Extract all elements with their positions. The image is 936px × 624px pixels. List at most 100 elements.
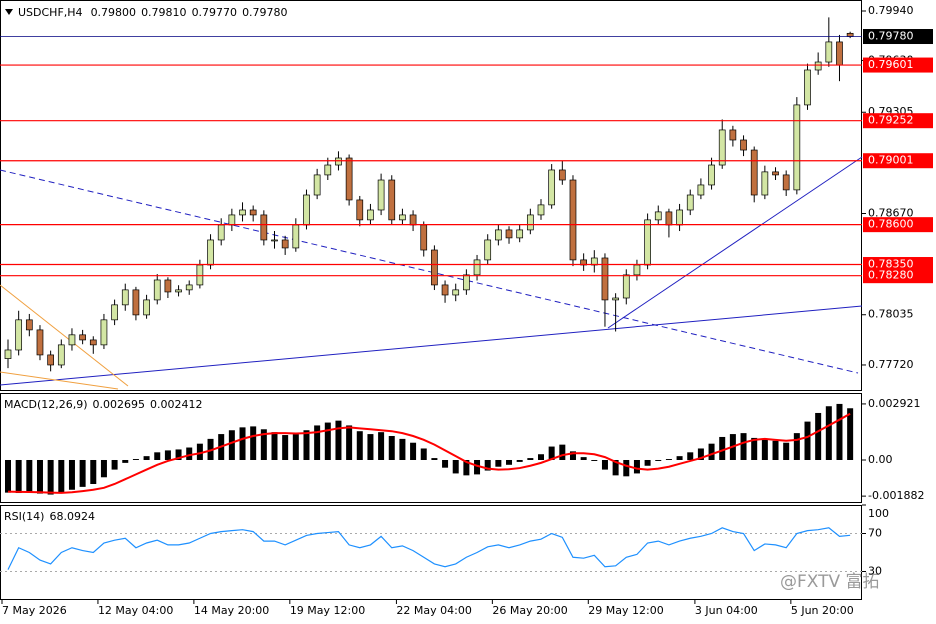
header-value: 0.79800 [91, 6, 137, 19]
current-price-label: 0.79780 [868, 30, 914, 43]
candle-body [4, 349, 12, 359]
macd-bar [367, 434, 374, 460]
y-tick-label: 70 [868, 527, 882, 540]
candle-body [569, 179, 577, 261]
candle-body [132, 289, 140, 316]
macd-bar [79, 459, 86, 487]
macd-bar [5, 459, 11, 493]
x-tick-label: 19 May 12:00 [290, 604, 365, 617]
candle-body [463, 274, 470, 291]
macd-bar [111, 459, 118, 470]
macd-bar [324, 422, 331, 460]
candle-body [207, 239, 214, 266]
candle-body [15, 319, 23, 351]
trend-line [0, 169, 859, 374]
macd-bar [90, 459, 97, 484]
candle-body [633, 264, 641, 276]
candle-body [175, 289, 182, 293]
macd-bar [47, 459, 54, 495]
x-tick-label: 26 May 20:00 [492, 604, 567, 617]
macd-bar [804, 421, 811, 460]
candle-body [25, 319, 33, 331]
level-label: 0.79252 [868, 114, 914, 127]
macd-bar [378, 432, 385, 460]
fib-line [0, 284, 129, 387]
macd-bar [15, 459, 22, 494]
macd-bar [847, 408, 854, 460]
fib-line [0, 371, 119, 390]
header-value: 0.79780 [242, 6, 288, 19]
candle-body [729, 129, 737, 141]
candle-body [836, 41, 843, 66]
macd-bar [633, 459, 640, 474]
y-tick-label: 100 [868, 507, 889, 520]
macd-title: MACD(12,26,9) [4, 398, 88, 411]
candle-body [420, 224, 428, 251]
candle-body [644, 219, 651, 266]
macd-bar [484, 459, 491, 471]
candle-body [121, 289, 129, 306]
macd-bar [772, 440, 779, 460]
macd-bar [463, 459, 470, 476]
candle-body [654, 211, 662, 221]
level-label: 0.78350 [868, 258, 914, 271]
macd-bar [143, 456, 150, 460]
macd-bar [740, 433, 747, 460]
macd-bar [388, 436, 395, 460]
macd-bar [708, 443, 715, 460]
candle-body [260, 214, 268, 241]
macd-bar [783, 442, 790, 460]
candle-body [495, 229, 502, 241]
level-label-box [863, 268, 933, 284]
x-tick-label: 3 Jun 04:00 [695, 604, 758, 617]
macd-bar [303, 430, 310, 460]
macd-bar [495, 459, 502, 467]
macd-bar [239, 427, 246, 460]
y-tick-label: 0.77720 [868, 358, 914, 371]
macd-bar [793, 433, 800, 460]
x-tick-label: 14 May 20:00 [194, 604, 269, 617]
y-tick-label: 0.79940 [868, 4, 914, 17]
candle-body [196, 264, 204, 286]
macd-bar [132, 459, 139, 460]
candle-body [292, 224, 300, 249]
macd-bar [506, 459, 513, 465]
x-tick-label: 29 May 12:00 [588, 604, 663, 617]
candle-body [249, 209, 257, 216]
candle-body [804, 69, 811, 106]
x-tick-label: 5 Jun 20:00 [791, 604, 854, 617]
macd-bar [346, 425, 353, 460]
menu-icon[interactable] [5, 9, 13, 15]
candle-body [548, 169, 556, 206]
macd-bar [655, 459, 662, 461]
level-label-box [863, 217, 933, 233]
level-label-box [863, 113, 933, 129]
macd-bar [665, 459, 672, 460]
macd-bar [154, 452, 161, 460]
candle-body [367, 209, 374, 221]
candle-body [846, 32, 854, 37]
macd-bar [538, 454, 544, 460]
candle-body [537, 204, 545, 216]
x-tick-label: 22 May 04:00 [396, 604, 471, 617]
macd-bar [623, 459, 630, 477]
level-label: 0.78600 [868, 218, 914, 231]
candle-body [228, 214, 236, 226]
header-value: 0.79810 [141, 6, 187, 19]
macd-bar [836, 403, 843, 460]
signal-line [7, 412, 851, 494]
header-value: 68.0924 [49, 510, 95, 523]
x-tick-label: 12 May 04:00 [98, 604, 173, 617]
macd-bar [186, 447, 193, 460]
level-label: 0.78280 [868, 269, 914, 282]
macd-bar [196, 443, 203, 460]
rsi-panel [0, 505, 862, 600]
candle-body [164, 279, 172, 293]
macd-bar [644, 459, 651, 466]
candle-body [335, 157, 342, 166]
macd-bar [516, 459, 523, 462]
watermark: @FXTV 富拓 [780, 572, 880, 592]
header-value: 0.002695 [93, 398, 146, 411]
y-tick-label: 0.00 [868, 453, 893, 466]
candle-body [516, 229, 524, 239]
